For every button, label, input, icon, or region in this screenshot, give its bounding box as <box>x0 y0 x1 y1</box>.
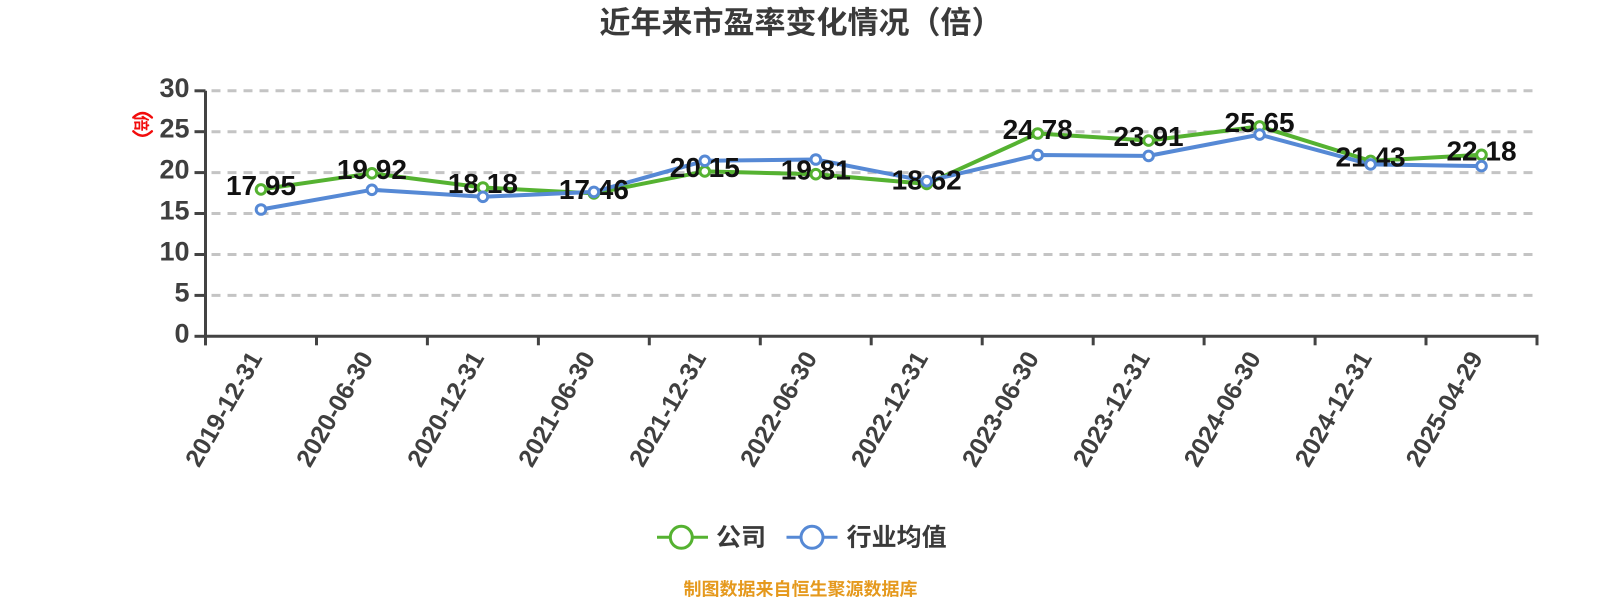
svg-text:10: 10 <box>159 237 189 267</box>
svg-text:5: 5 <box>174 277 189 307</box>
svg-text:15: 15 <box>159 196 189 226</box>
svg-text:30: 30 <box>159 73 189 103</box>
svg-text:20: 20 <box>159 155 189 185</box>
svg-text:25: 25 <box>159 114 189 144</box>
svg-text:0: 0 <box>174 318 189 348</box>
